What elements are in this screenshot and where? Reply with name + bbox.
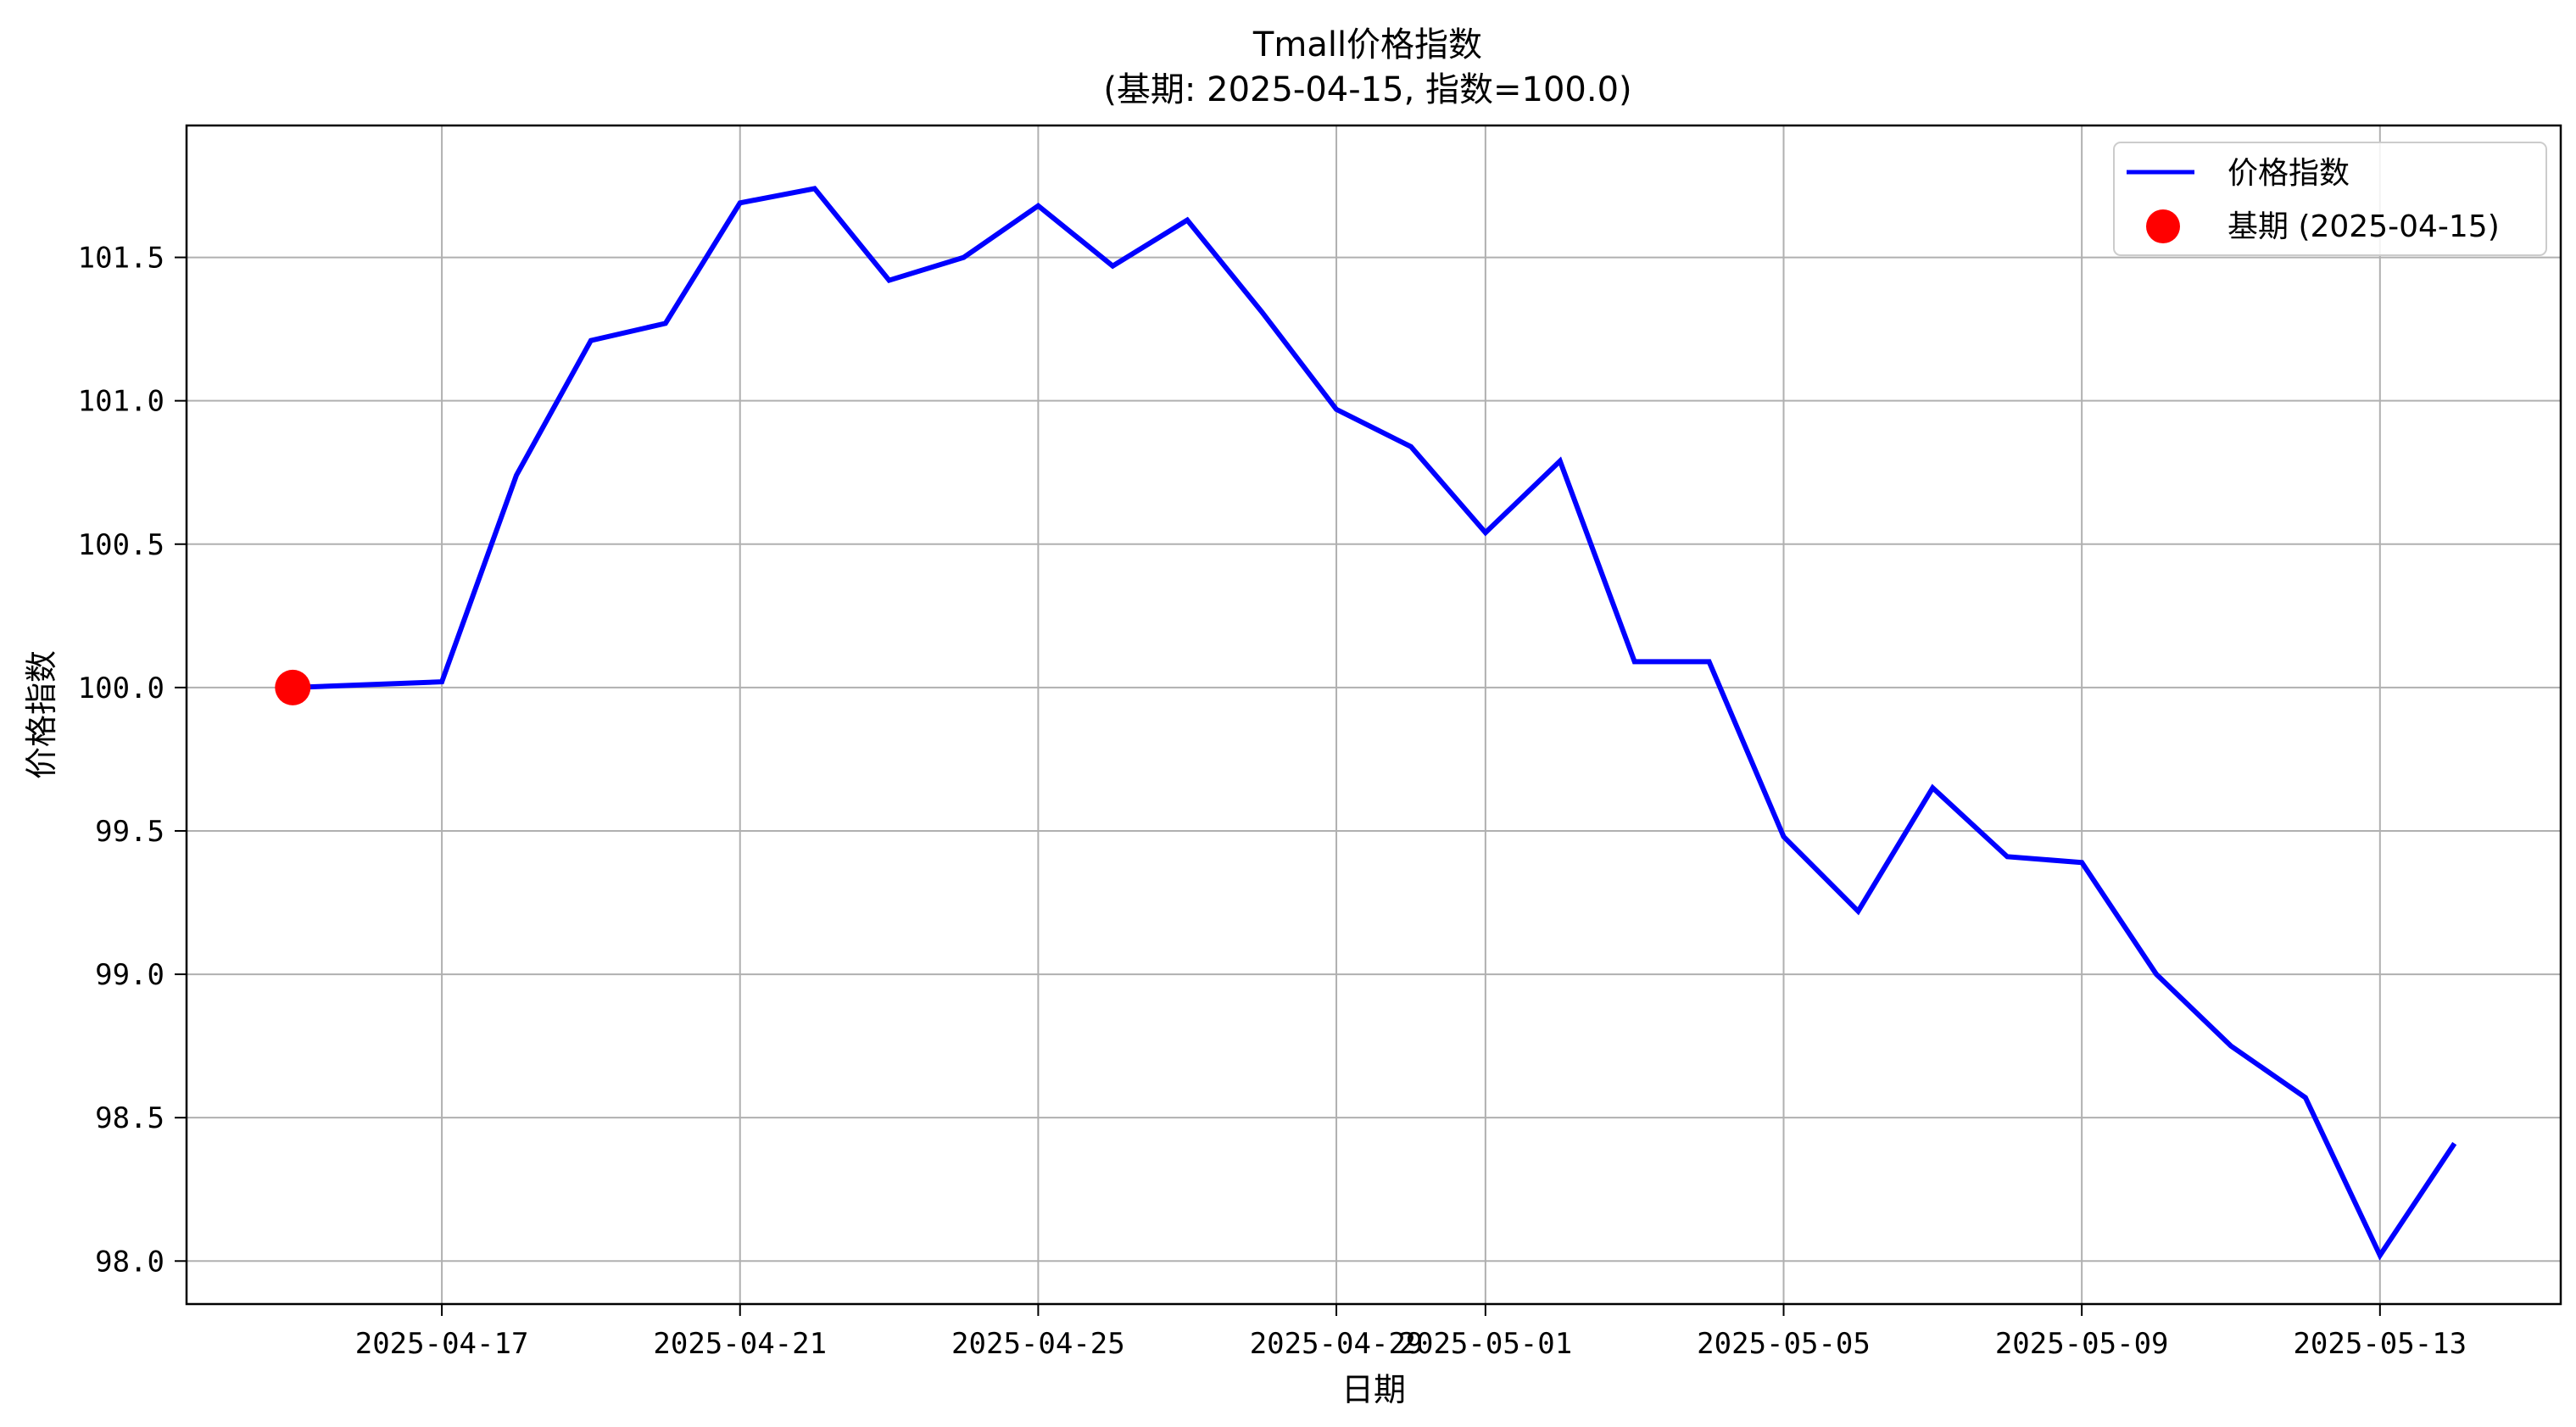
x-tick-label: 2025-04-25: [951, 1327, 1125, 1361]
plot-area-frame: [185, 124, 2562, 1306]
base-point-marker: [275, 669, 311, 705]
grid-layer: [187, 125, 2561, 1304]
tick-layer: 2025-04-17 2025-04-21 2025-04-25 2025-04-29…: [78, 242, 2467, 1361]
series-layer: [275, 186, 2457, 1261]
chart-subtitle: (基期: 2025-04-15, 指数=100.0): [1103, 70, 1631, 109]
chart-title: Tmall价格指数: [1252, 25, 1482, 64]
x-tick-label: 2025-05-01: [1399, 1327, 1573, 1361]
y-tick-label: 101.0: [78, 385, 164, 419]
y-tick-label: 100.0: [78, 672, 164, 705]
y-tick-label: 99.0: [95, 958, 164, 992]
x-tick-label: 2025-04-29: [1250, 1327, 1424, 1361]
legend-marker-base: [2146, 209, 2180, 243]
price-index-series-line: [293, 186, 2457, 1261]
y-tick-label: 101.5: [78, 242, 164, 276]
y-tick-label: 99.5: [95, 815, 164, 849]
y-axis-label: 价格指数: [23, 650, 60, 779]
x-tick-label: 2025-05-13: [2293, 1327, 2467, 1361]
legend-label-base: 基期 (2025-04-15): [2228, 209, 2500, 244]
x-tick-label: 2025-04-21: [653, 1327, 827, 1361]
x-tick-label: 2025-04-17: [355, 1327, 529, 1361]
x-axis-label: 日期: [1341, 1371, 1406, 1408]
legend-box: [2113, 142, 2547, 256]
y-tick-label: 100.5: [78, 528, 164, 562]
legend: 价格指数 基期 (2025-04-15): [2113, 142, 2547, 256]
x-tick-label: 2025-05-05: [1697, 1327, 1871, 1361]
legend-label-series: 价格指数: [2228, 156, 2350, 191]
y-tick-label: 98.0: [95, 1245, 164, 1279]
x-tick-label: 2025-05-09: [1995, 1327, 2169, 1361]
y-tick-label: 98.5: [95, 1101, 164, 1135]
